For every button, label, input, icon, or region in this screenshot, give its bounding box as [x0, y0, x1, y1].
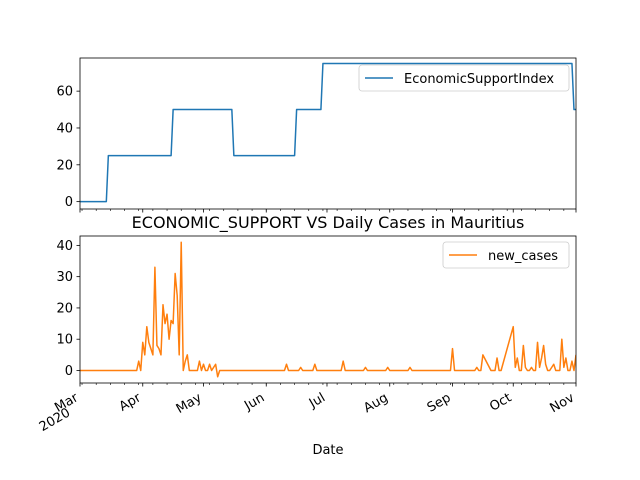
bottom-axes-frame: [79, 235, 577, 384]
bottom-y-tick-label: 30: [56, 270, 73, 285]
top-y-tick-label: 0: [65, 195, 73, 210]
bottom-y-tick-label: 40: [56, 239, 73, 254]
series-line-new-cases: [80, 241, 576, 378]
x-tick-label: Oct: [487, 390, 514, 414]
bottom-plot-area: [80, 241, 576, 378]
top-axes-frame: [79, 57, 577, 210]
series-line-economicsupportindex: [80, 62, 576, 203]
x-tick-sublabel: 2020: [37, 405, 73, 435]
bottom-legend-label: new_cases: [488, 249, 558, 264]
x-tick-label: Nov: [548, 390, 578, 416]
bottom-y-tick-label: 10: [56, 333, 73, 348]
bottom-y-tick-label: 0: [65, 364, 73, 379]
x-tick-label: Sep: [425, 390, 454, 415]
bottom-legend-box: [442, 241, 570, 269]
top-plot-area: [80, 62, 576, 203]
x-tick-label: Jul: [306, 390, 328, 411]
top-legend-box: [358, 64, 570, 92]
chart-title: ECONOMIC_SUPPORT VS Daily Cases in Mauri…: [132, 213, 525, 233]
top-x-axis: [79, 209, 577, 213]
top-y-axis: 0 20 40 60: [56, 85, 80, 210]
top-y-tick-label: 40: [56, 121, 73, 136]
bottom-y-axis: 0 10 20 30 40: [56, 239, 80, 379]
top-y-tick-label: 60: [56, 85, 73, 100]
bottom-y-tick-label: 20: [56, 301, 73, 316]
top-legend: EconomicSupportIndex: [358, 64, 570, 92]
x-tick-label: Jun: [241, 390, 267, 414]
top-legend-label: EconomicSupportIndex: [404, 72, 554, 87]
top-subplot: 0 20 40 60 EconomicSupportIndex: [56, 57, 577, 213]
x-axis-title: Date: [312, 443, 343, 458]
x-tick-label: Aug: [361, 390, 390, 416]
top-y-tick-label: 20: [56, 158, 73, 173]
bottom-subplot: ECONOMIC_SUPPORT VS Daily Cases in Mauri…: [37, 213, 577, 458]
x-tick-label: Apr: [117, 390, 145, 415]
x-tick-label: May: [174, 390, 205, 417]
bottom-legend: new_cases: [442, 241, 570, 269]
